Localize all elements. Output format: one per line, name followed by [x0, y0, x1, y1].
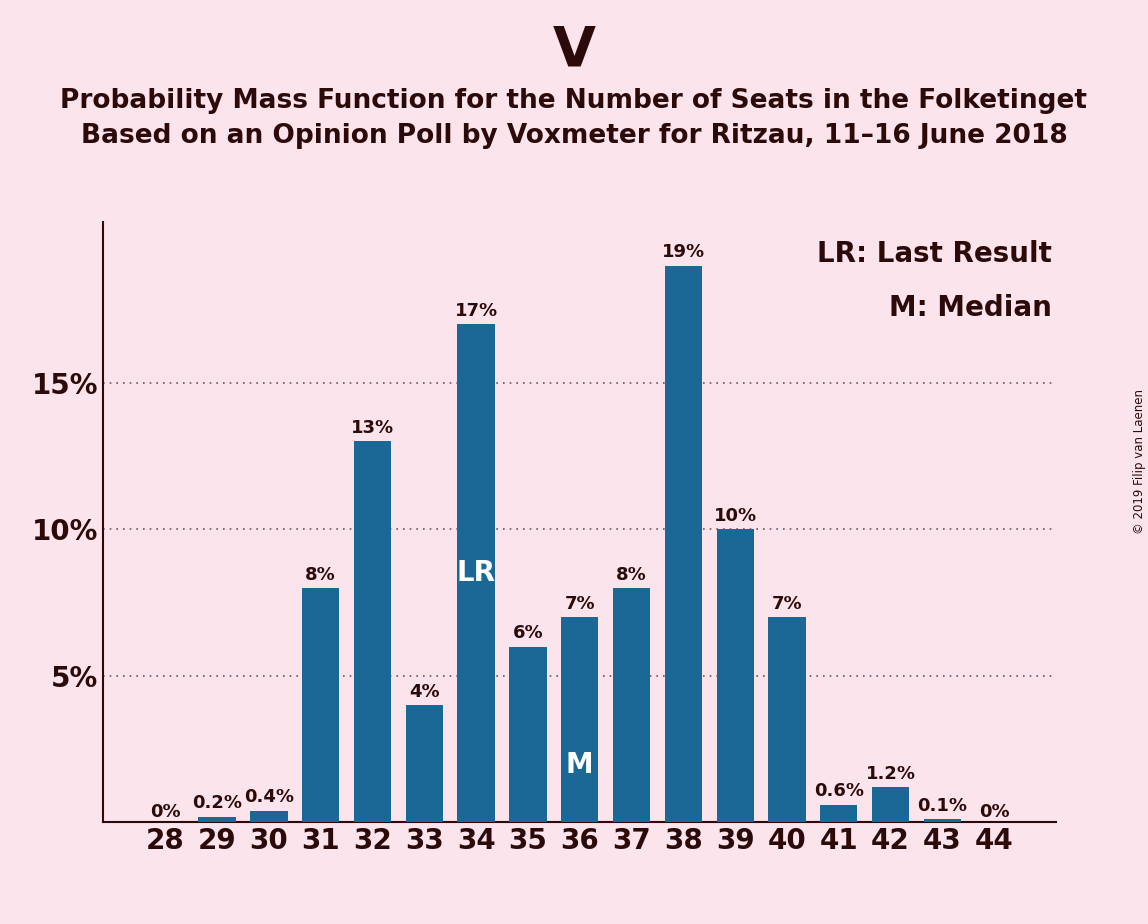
Bar [405, 705, 443, 822]
Bar [716, 529, 754, 822]
Text: V: V [552, 23, 596, 77]
Text: 0%: 0% [150, 803, 180, 821]
Bar [561, 617, 598, 822]
Text: 7%: 7% [771, 595, 802, 613]
Text: 19%: 19% [661, 243, 705, 261]
Bar [199, 817, 235, 822]
Text: 13%: 13% [351, 419, 394, 437]
Text: Probability Mass Function for the Number of Seats in the Folketinget: Probability Mass Function for the Number… [61, 88, 1087, 114]
Text: © 2019 Filip van Laenen: © 2019 Filip van Laenen [1133, 390, 1146, 534]
Text: 4%: 4% [409, 683, 440, 700]
Text: 1.2%: 1.2% [866, 765, 916, 783]
Text: 7%: 7% [565, 595, 595, 613]
Text: Based on an Opinion Poll by Voxmeter for Ritzau, 11–16 June 2018: Based on an Opinion Poll by Voxmeter for… [80, 123, 1068, 149]
Text: 0.1%: 0.1% [917, 797, 968, 815]
Bar [510, 647, 546, 822]
Text: 0.4%: 0.4% [243, 788, 294, 807]
Text: 10%: 10% [714, 507, 757, 525]
Text: 0.2%: 0.2% [192, 794, 242, 812]
Bar [924, 820, 961, 822]
Bar [302, 588, 340, 822]
Text: M: Median: M: Median [889, 294, 1052, 322]
Text: 6%: 6% [513, 625, 543, 642]
Text: 8%: 8% [616, 565, 647, 584]
Text: 0%: 0% [979, 803, 1009, 821]
Bar [354, 442, 391, 822]
Bar [768, 617, 806, 822]
Text: 8%: 8% [305, 565, 336, 584]
Text: 17%: 17% [455, 302, 498, 320]
Text: M: M [566, 751, 594, 779]
Text: LR: Last Result: LR: Last Result [816, 240, 1052, 268]
Bar [613, 588, 650, 822]
Bar [457, 324, 495, 822]
Bar [665, 266, 703, 822]
Bar [872, 787, 909, 822]
Text: LR: LR [457, 559, 496, 588]
Bar [250, 810, 287, 822]
Text: 0.6%: 0.6% [814, 783, 863, 800]
Bar [820, 805, 858, 822]
